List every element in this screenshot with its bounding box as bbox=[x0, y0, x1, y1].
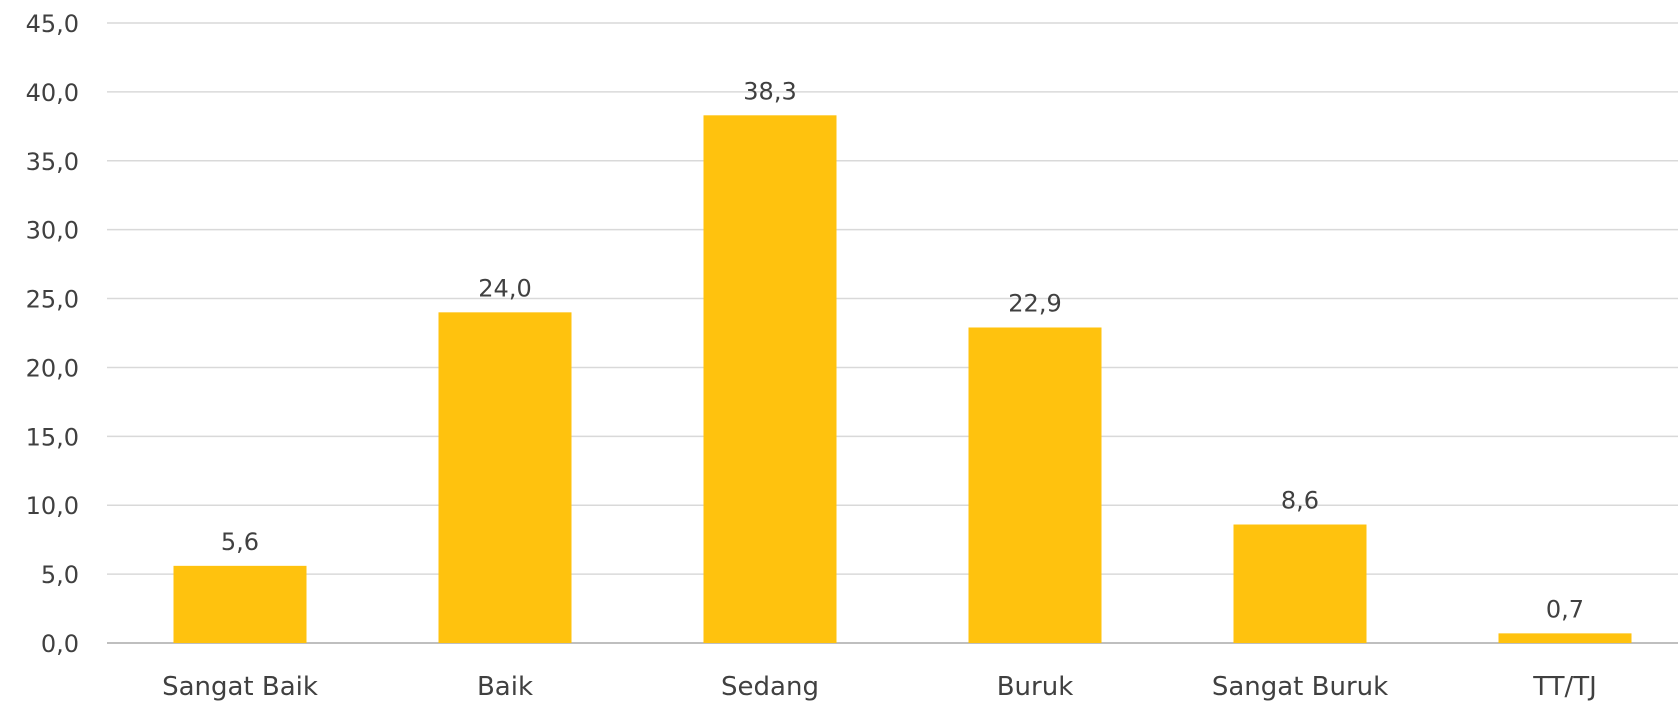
x-category-label: Baik bbox=[477, 672, 533, 702]
data-label: 0,7 bbox=[1546, 595, 1584, 623]
data-label: 24,0 bbox=[478, 274, 531, 302]
data-label: 8,6 bbox=[1281, 487, 1319, 515]
y-tick-label: 20,0 bbox=[26, 354, 79, 382]
label-layer: 0,0 5,0 10,0 15,0 20,0 25,0 30,0 35,0 40,0 45,0 5,… bbox=[26, 10, 1597, 702]
y-tick-label: 5,0 bbox=[41, 561, 79, 589]
y-tick-label: 45,0 bbox=[26, 10, 79, 38]
data-label: 5,6 bbox=[221, 528, 259, 556]
grid-layer bbox=[107, 22, 1678, 644]
x-category-label: Sangat Buruk bbox=[1212, 672, 1388, 702]
x-category-label: Buruk bbox=[997, 672, 1074, 702]
y-tick-label: 25,0 bbox=[26, 286, 79, 314]
bar-layer bbox=[173, 115, 1632, 644]
bar bbox=[173, 565, 307, 643]
bar bbox=[1233, 524, 1367, 643]
y-tick-label: 30,0 bbox=[26, 217, 79, 245]
bar bbox=[1498, 633, 1632, 643]
bar bbox=[438, 312, 572, 643]
bar bbox=[703, 115, 837, 644]
y-tick-label: 35,0 bbox=[26, 148, 79, 176]
data-label: 22,9 bbox=[1008, 289, 1061, 317]
y-tick-label: 15,0 bbox=[26, 423, 79, 451]
y-tick-label: 0,0 bbox=[41, 630, 79, 658]
y-tick-label: 40,0 bbox=[26, 79, 79, 107]
data-label: 38,3 bbox=[743, 77, 796, 105]
x-category-label: Sangat Baik bbox=[162, 672, 318, 702]
y-tick-label: 10,0 bbox=[26, 492, 79, 520]
x-category-label: Sedang bbox=[721, 672, 819, 702]
x-category-label: TT/TJ bbox=[1532, 672, 1597, 702]
bar bbox=[968, 327, 1102, 643]
